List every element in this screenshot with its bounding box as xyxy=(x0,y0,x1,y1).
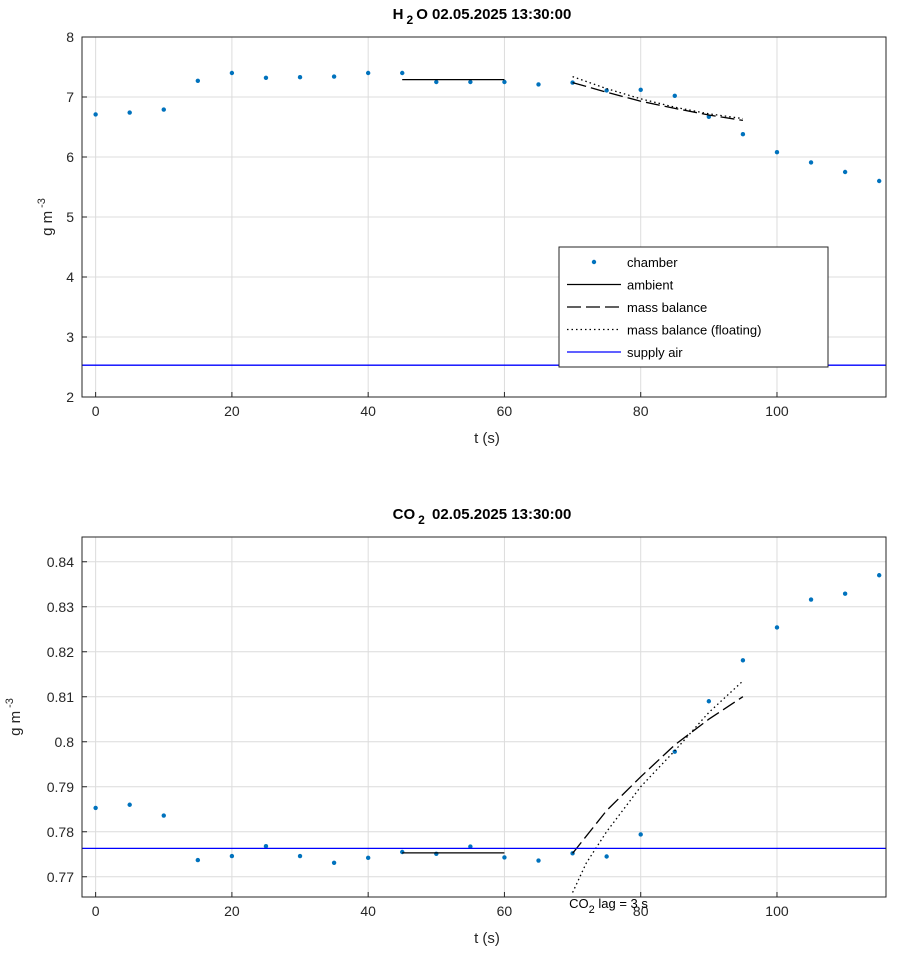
legend-label: chamber xyxy=(627,255,678,270)
chamber-point xyxy=(604,854,609,859)
chamber-point xyxy=(808,160,814,165)
co2-chart: 0 20 40 60 80 100 0.77 0.78 0.79 0.8 0.81 0.82 0.83 0… xyxy=(4,506,887,947)
legend-chamber-marker xyxy=(591,259,597,265)
x-tick-label: 80 xyxy=(633,403,649,419)
x-tick-label: 0 xyxy=(92,903,100,919)
mass-balance-line xyxy=(572,81,744,122)
chamber-point xyxy=(774,150,780,155)
y-tick-label: 2 xyxy=(66,389,74,405)
x-tick-label: 0 xyxy=(92,403,100,419)
chamber-point xyxy=(536,858,541,863)
y-tick-label: 0.79 xyxy=(47,779,74,795)
mass-balance-line xyxy=(572,696,744,854)
x-tick-label: 20 xyxy=(224,903,240,919)
x-axis-label: t (s) xyxy=(474,930,500,947)
chart-title: CO 2 02.05.2025 13:30:00 xyxy=(393,506,572,527)
x-tick-label: 60 xyxy=(497,403,513,419)
y-axis-label: g m-3 xyxy=(4,698,24,736)
chamber-point xyxy=(706,699,712,704)
chamber-point xyxy=(774,625,780,630)
x-axis-label: t (s) xyxy=(474,430,500,447)
chamber-point xyxy=(161,813,166,818)
x-tick-label: 20 xyxy=(224,403,240,419)
y-tick-label: 8 xyxy=(66,29,74,45)
chamber-point xyxy=(365,70,371,76)
chamber-point xyxy=(331,74,337,79)
y-tick-label: 6 xyxy=(66,149,74,165)
y-tick-label: 0.82 xyxy=(47,644,74,660)
legend-label: ambient xyxy=(627,278,674,293)
chamber-point xyxy=(93,805,98,811)
chamber-point xyxy=(127,802,132,807)
legend-label: mass balance xyxy=(627,300,707,315)
chamber-point xyxy=(740,658,746,663)
chamber-point xyxy=(400,70,405,76)
x-tick-label: 100 xyxy=(765,903,789,919)
lag-annotation: CO2 lag = 3 s xyxy=(569,896,648,916)
axes-frame xyxy=(81,36,887,398)
y-tick-label: 0.83 xyxy=(47,599,74,615)
x-tick-label: 40 xyxy=(360,903,376,919)
chamber-point xyxy=(93,112,98,117)
chamber-point xyxy=(468,844,473,849)
y-tick-label: 3 xyxy=(66,329,74,345)
legend-box xyxy=(558,246,829,368)
chamber-point xyxy=(672,749,677,754)
legend: chamber ambient mass balance mass balance (… xyxy=(558,246,829,368)
chamber-point xyxy=(195,78,201,84)
chamber-point xyxy=(672,93,677,99)
chamber-point xyxy=(263,843,269,849)
chamber-point xyxy=(536,82,541,87)
x-tick-label: 80 xyxy=(633,903,649,919)
chamber-point xyxy=(297,75,303,80)
chamber-point xyxy=(127,110,132,115)
mass-balance-floating-line xyxy=(572,680,744,893)
chamber-point xyxy=(195,857,201,863)
chamber-point xyxy=(365,855,371,861)
plot-area xyxy=(82,537,886,897)
y-tick-label: 0.8 xyxy=(55,734,75,750)
chamber-point xyxy=(502,79,507,85)
chamber-point xyxy=(638,832,643,837)
x-tick-label: 40 xyxy=(360,403,376,419)
chamber-point xyxy=(161,107,166,112)
y-tick-label: 4 xyxy=(66,269,74,285)
chamber-point xyxy=(502,855,507,860)
chamber-point xyxy=(297,853,303,859)
chamber-point xyxy=(468,79,473,85)
chamber-point xyxy=(876,573,882,578)
chamber-point xyxy=(638,87,643,93)
chamber-point xyxy=(842,169,848,175)
y-tick-label: 5 xyxy=(66,209,74,225)
y-tick-label: 0.84 xyxy=(47,554,74,570)
chamber-point xyxy=(808,597,814,602)
chamber-point xyxy=(434,79,439,85)
chamber-point xyxy=(740,132,746,137)
chamber-point xyxy=(331,860,337,865)
plot-marks xyxy=(82,573,886,893)
chamber-point xyxy=(570,80,575,85)
chamber-point xyxy=(229,853,235,859)
legend-label: supply air xyxy=(627,345,683,360)
y-tick-label: 0.77 xyxy=(47,869,74,885)
h2o-chart: 0 20 40 60 80 100 2 3 4 5 6 7 8 H 2 O 02.05.2025 13:30:… xyxy=(36,6,887,447)
y-tick-label: 0.81 xyxy=(47,689,74,705)
chamber-point xyxy=(229,70,235,76)
chamber-point xyxy=(263,75,269,81)
chamber-point xyxy=(876,178,882,184)
y-tick-label: 0.78 xyxy=(47,824,74,840)
legend-label: mass balance (floating) xyxy=(627,323,761,338)
chamber-point xyxy=(842,591,848,596)
x-tick-label: 100 xyxy=(765,403,789,419)
y-axis-label: g m-3 xyxy=(36,198,56,236)
x-tick-label: 60 xyxy=(497,903,513,919)
axes-frame xyxy=(81,536,887,898)
y-tick-label: 7 xyxy=(66,89,74,105)
